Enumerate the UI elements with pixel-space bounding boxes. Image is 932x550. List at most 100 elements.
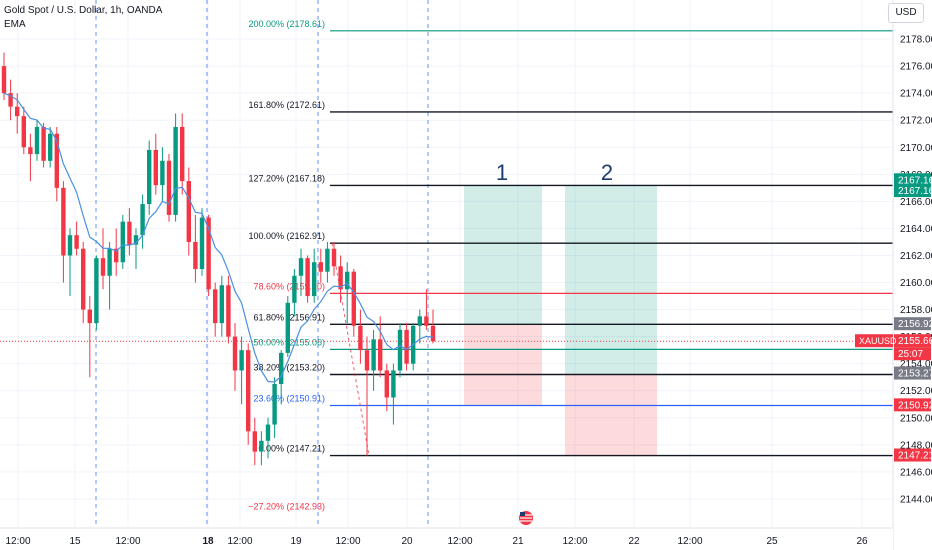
chart-title[interactable]: Gold Spot / U.S. Dollar, 1h, OANDA (4, 5, 163, 16)
candle-body[interactable] (107, 248, 112, 276)
candle-body[interactable] (417, 316, 422, 326)
candle-body[interactable] (147, 149, 152, 205)
candle-body[interactable] (74, 235, 79, 249)
candle-body[interactable] (239, 350, 244, 371)
time-tick-label: 18 (202, 536, 214, 547)
candle-body[interactable] (87, 309, 92, 324)
candle-body[interactable] (28, 147, 33, 155)
fib-level-label: 161.80% (2172.61) (248, 100, 325, 110)
position-2-label: 2 (601, 160, 613, 185)
candle-body[interactable] (318, 262, 323, 272)
currency-button[interactable]: USD (888, 3, 924, 23)
symbol-badge[interactable] (855, 334, 893, 348)
price-badge-text: 2153.27 (898, 369, 932, 380)
candle-body[interactable] (1, 66, 7, 94)
candle-body[interactable] (67, 235, 73, 256)
candle-body[interactable] (325, 248, 330, 272)
candle-body[interactable] (226, 285, 231, 337)
price-tick-label: 2154.00 (900, 359, 932, 370)
candle-body[interactable] (199, 217, 205, 269)
candle-body[interactable] (265, 424, 271, 441)
candle-body[interactable] (8, 93, 13, 107)
price-tick-label: 2170.00 (900, 143, 932, 154)
candle-body[interactable] (397, 329, 403, 371)
candle-body[interactable] (133, 235, 139, 245)
candle-body[interactable] (331, 248, 337, 267)
price-tick-label: 2176.00 (900, 62, 932, 73)
us-news-flag-icon[interactable] (519, 511, 533, 525)
candle-body[interactable] (424, 316, 429, 326)
candle-body[interactable] (48, 133, 53, 161)
fib-level-label: 0.00% (2147.21) (258, 444, 325, 454)
candle-body[interactable] (285, 302, 290, 353)
time-tick-label: 12:00 (227, 536, 252, 547)
candle-body[interactable] (305, 258, 310, 297)
candle-body[interactable] (384, 370, 389, 398)
candle-body[interactable] (219, 285, 224, 324)
candle-body[interactable] (127, 221, 132, 245)
candle-body[interactable] (252, 431, 257, 452)
price-tick-label: 2162.00 (900, 251, 932, 262)
candle-body[interactable] (246, 350, 251, 432)
candle-body[interactable] (21, 116, 26, 148)
time-tick-label: 15 (69, 536, 81, 547)
candle-body[interactable] (364, 350, 370, 371)
candle-body[interactable] (358, 325, 363, 351)
candle-body[interactable] (166, 160, 172, 215)
candle-body[interactable] (292, 275, 297, 303)
candle-body[interactable] (160, 160, 165, 186)
candle-body[interactable] (34, 126, 40, 155)
candle-body[interactable] (193, 241, 198, 269)
candle-body[interactable] (54, 133, 59, 188)
candle-body[interactable] (259, 440, 264, 452)
ema-indicator-label[interactable]: EMA (4, 19, 26, 30)
price-badge (894, 398, 931, 412)
candle-body[interactable] (94, 258, 99, 324)
candle-body[interactable] (41, 126, 46, 161)
flag-stripe (520, 517, 532, 519)
candle-body[interactable] (404, 329, 409, 364)
fib-level-label: 200.00% (2178.61) (248, 19, 325, 29)
price-tick-label: 2150.00 (900, 413, 932, 424)
candle-body[interactable] (232, 336, 238, 371)
price-tick-label: 2152.00 (900, 386, 932, 397)
price-tick-label: 2144.00 (900, 494, 932, 505)
price-tick-label: 2172.00 (900, 116, 932, 127)
candle-body[interactable] (279, 352, 284, 384)
candle-body[interactable] (345, 271, 350, 290)
time-tick-label: 12:00 (115, 536, 140, 547)
candle-body[interactable] (378, 339, 383, 371)
fib-level-label: −27.20% (2142.93) (248, 501, 325, 511)
price-badge (894, 347, 931, 361)
candle-body[interactable] (15, 106, 20, 117)
ema-line[interactable] (3, 92, 434, 383)
candle-body[interactable] (186, 181, 191, 242)
candle-body[interactable] (351, 271, 356, 326)
candle-body[interactable] (312, 262, 317, 297)
candle-body[interactable] (298, 258, 304, 276)
candle-body[interactable] (371, 339, 376, 371)
position-1-profit-zone[interactable] (464, 185, 542, 325)
position-2-profit-zone[interactable] (565, 185, 657, 374)
candle-body[interactable] (430, 325, 436, 342)
candle-body[interactable] (391, 370, 396, 398)
position-2-stop-zone[interactable] (565, 373, 657, 456)
candle-body[interactable] (61, 187, 66, 256)
candle-body[interactable] (272, 383, 277, 425)
candle-body[interactable] (120, 221, 125, 263)
candle-body[interactable] (153, 149, 158, 186)
position-1-stop-zone[interactable] (464, 324, 542, 406)
candle-body[interactable] (173, 126, 178, 215)
candle-body[interactable] (213, 289, 218, 324)
candle-body[interactable] (206, 217, 211, 290)
candle-body[interactable] (114, 248, 119, 263)
time-axis[interactable] (0, 528, 893, 550)
price-tick-label: 2166.00 (900, 197, 932, 208)
candle-body[interactable] (140, 204, 145, 236)
candle-body[interactable] (180, 126, 185, 182)
candle-body[interactable] (100, 258, 106, 276)
candle-body[interactable] (338, 266, 343, 290)
candle-body[interactable] (81, 248, 86, 310)
time-tick-label: 26 (856, 536, 868, 547)
